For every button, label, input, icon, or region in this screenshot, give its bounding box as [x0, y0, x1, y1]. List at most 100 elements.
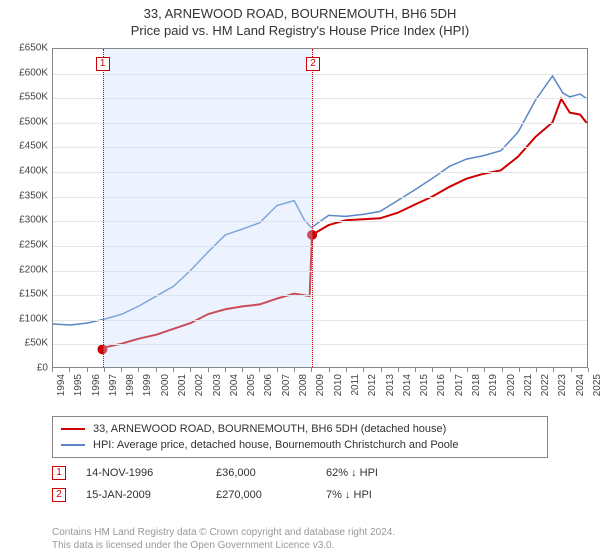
x-tick-label: 2003 — [212, 374, 223, 396]
legend-swatch-icon — [61, 428, 85, 430]
legend-item: 33, ARNEWOOD ROAD, BOURNEMOUTH, BH6 5DH … — [61, 421, 539, 437]
event-date: 15-JAN-2009 — [86, 489, 196, 501]
x-tick-label: 2013 — [385, 374, 396, 396]
x-tick-label: 2020 — [506, 374, 517, 396]
y-tick-label: £150K — [19, 289, 48, 300]
x-tick — [52, 368, 53, 372]
y-tick-label: £0 — [37, 363, 48, 374]
x-tick — [415, 368, 416, 372]
x-tick-label: 2017 — [454, 374, 465, 396]
x-tick-label: 1998 — [125, 374, 136, 396]
legend-label: HPI: Average price, detached house, Bour… — [93, 439, 458, 451]
x-tick-label: 2019 — [488, 374, 499, 396]
x-tick-label: 2007 — [281, 374, 292, 396]
x-tick — [553, 368, 554, 372]
x-tick — [519, 368, 520, 372]
y-tick-label: £450K — [19, 141, 48, 152]
x-tick — [502, 368, 503, 372]
plot-area: 12 — [52, 48, 588, 368]
x-tick — [156, 368, 157, 372]
y-tick-label: £100K — [19, 313, 48, 324]
x-tick — [588, 368, 589, 372]
footer-line1: Contains HM Land Registry data © Crown c… — [52, 526, 562, 539]
x-tick-label: 2005 — [246, 374, 257, 396]
x-tick — [450, 368, 451, 372]
x-tick-label: 2002 — [194, 374, 205, 396]
x-tick — [311, 368, 312, 372]
legend-label: 33, ARNEWOOD ROAD, BOURNEMOUTH, BH6 5DH … — [93, 423, 446, 435]
x-tick — [484, 368, 485, 372]
chart-subtitle: Price paid vs. HM Land Registry's House … — [0, 23, 600, 38]
event-row: 114-NOV-1996£36,00062% ↓ HPI — [52, 462, 548, 484]
y-tick-label: £250K — [19, 239, 48, 250]
x-tick — [432, 368, 433, 372]
event-price: £270,000 — [216, 489, 306, 501]
x-tick-label: 2014 — [402, 374, 413, 396]
legend-item: HPI: Average price, detached house, Bour… — [61, 437, 539, 453]
x-tick — [69, 368, 70, 372]
x-tick — [242, 368, 243, 372]
x-tick-label: 1997 — [108, 374, 119, 396]
event-delta: 62% ↓ HPI — [326, 467, 426, 479]
x-tick — [329, 368, 330, 372]
y-tick-label: £400K — [19, 166, 48, 177]
footer-line2: This data is licensed under the Open Gov… — [52, 539, 562, 552]
x-tick — [381, 368, 382, 372]
x-tick — [104, 368, 105, 372]
event-flag-1: 1 — [96, 57, 110, 71]
shaded-region — [103, 49, 313, 367]
x-tick-label: 2004 — [229, 374, 240, 396]
x-axis: 1994 1995 1996 1997 1998 1999 2000 2001 2002 2003… — [52, 368, 588, 410]
event-flag-2: 2 — [306, 57, 320, 71]
x-tick-label: 2000 — [160, 374, 171, 396]
y-tick-label: £200K — [19, 264, 48, 275]
y-tick-label: £500K — [19, 116, 48, 127]
x-tick-label: 2023 — [557, 374, 568, 396]
x-tick — [294, 368, 295, 372]
y-tick-label: £650K — [19, 43, 48, 54]
legend: 33, ARNEWOOD ROAD, BOURNEMOUTH, BH6 5DH … — [52, 416, 548, 458]
x-tick — [571, 368, 572, 372]
x-tick-label: 2012 — [367, 374, 378, 396]
x-tick — [138, 368, 139, 372]
footer-attribution: Contains HM Land Registry data © Crown c… — [52, 526, 562, 552]
chart-title: 33, ARNEWOOD ROAD, BOURNEMOUTH, BH6 5DH — [0, 6, 600, 21]
y-tick-label: £300K — [19, 215, 48, 226]
x-tick-label: 1994 — [56, 374, 67, 396]
x-tick — [225, 368, 226, 372]
event-table: 114-NOV-1996£36,00062% ↓ HPI215-JAN-2009… — [52, 462, 548, 506]
x-tick — [398, 368, 399, 372]
x-tick — [173, 368, 174, 372]
x-tick-label: 1999 — [142, 374, 153, 396]
event-flag-icon: 1 — [52, 466, 66, 480]
x-tick-label: 1996 — [91, 374, 102, 396]
y-tick-label: £50K — [25, 338, 48, 349]
y-tick-label: £600K — [19, 67, 48, 78]
x-tick-label: 1995 — [73, 374, 84, 396]
event-flag-icon: 2 — [52, 488, 66, 502]
legend-swatch-icon — [61, 444, 85, 446]
x-tick — [87, 368, 88, 372]
event-delta: 7% ↓ HPI — [326, 489, 426, 501]
event-price: £36,000 — [216, 467, 306, 479]
event-row: 2 15-JAN-2009 £270,000 7% ↓ HPI — [52, 484, 548, 506]
x-tick-label: 2011 — [350, 374, 361, 396]
x-tick — [259, 368, 260, 372]
x-tick — [277, 368, 278, 372]
x-tick-label: 2016 — [436, 374, 447, 396]
x-tick-label: 2025 — [592, 374, 600, 396]
x-tick-label: 2001 — [177, 374, 188, 396]
x-tick-label: 2021 — [523, 374, 534, 396]
x-tick-label: 2006 — [263, 374, 274, 396]
y-tick-label: £550K — [19, 92, 48, 103]
x-tick-label: 2008 — [298, 374, 309, 396]
x-tick — [190, 368, 191, 372]
x-tick-label: 2009 — [315, 374, 326, 396]
x-tick — [536, 368, 537, 372]
x-tick — [346, 368, 347, 372]
x-tick — [467, 368, 468, 372]
x-tick-label: 2022 — [540, 374, 551, 396]
x-tick-label: 2024 — [575, 374, 586, 396]
chart: £0£50K£100K£150K£200K£250K£300K£350K£400… — [8, 48, 592, 410]
x-tick-label: 2010 — [333, 374, 344, 396]
